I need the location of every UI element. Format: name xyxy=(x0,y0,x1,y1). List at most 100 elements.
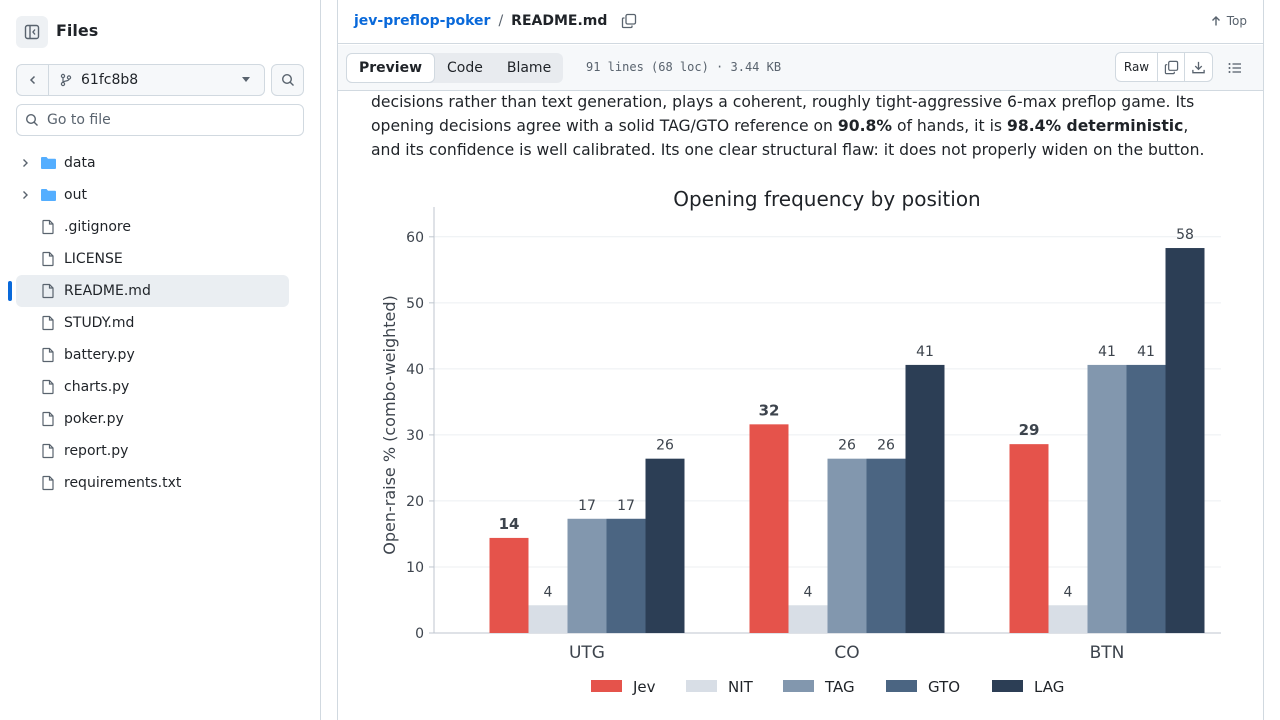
agreement-stat: 90.8% xyxy=(837,117,892,135)
data-label: 26 xyxy=(838,438,856,454)
chevron-left-icon xyxy=(29,75,35,85)
bar-gto-utg xyxy=(606,518,646,633)
data-label: 26 xyxy=(656,438,674,454)
chevron-right-icon[interactable] xyxy=(19,157,31,169)
tree-item-data[interactable]: data xyxy=(0,147,320,179)
file-viewer: jev-preflop-poker / README.md Top Previe… xyxy=(337,0,1264,720)
breadcrumb-repo-link[interactable]: jev-preflop-poker xyxy=(354,13,491,29)
tree-item-readme-md[interactable]: README.md xyxy=(0,275,320,307)
download-button[interactable] xyxy=(1185,53,1212,81)
readme-paragraph: decisions rather than text generation, p… xyxy=(371,92,1241,162)
file-actions: Raw xyxy=(1115,52,1213,82)
file-info: 91 lines (68 loc) · 3.44 KB xyxy=(586,60,782,74)
tree-item-requirements-txt[interactable]: requirements.txt xyxy=(0,467,320,499)
tree-item-label: poker.py xyxy=(64,411,124,427)
tree-item-label: .gitignore xyxy=(64,219,131,235)
breadcrumb-separator: / xyxy=(498,13,504,29)
list-icon xyxy=(1228,63,1241,73)
tree-item-label: LICENSE xyxy=(64,251,123,267)
file-header: jev-preflop-poker / README.md Top xyxy=(338,0,1263,44)
data-label: 26 xyxy=(877,438,895,454)
folder-icon xyxy=(41,157,56,169)
tab-preview[interactable]: Preview xyxy=(346,53,436,83)
data-label: 41 xyxy=(1098,344,1116,360)
file-icon xyxy=(42,219,54,235)
tree-item-label: out xyxy=(64,187,87,203)
git-branch-icon xyxy=(60,73,72,87)
file-tree: data out .gitignore LICENSE README.md STUDY.m… xyxy=(0,147,320,499)
legend-label-nit: NIT xyxy=(728,678,754,696)
legend-label-lag: LAG xyxy=(1034,678,1064,696)
readme-content: decisions rather than text generation, p… xyxy=(338,92,1263,720)
bar-gto-btn xyxy=(1126,364,1166,633)
copy-icon xyxy=(1164,60,1178,74)
tree-item-study-md[interactable]: STUDY.md xyxy=(0,307,320,339)
bar-jev-utg xyxy=(489,537,529,633)
back-button[interactable] xyxy=(17,65,49,95)
chevron-right-icon[interactable] xyxy=(19,189,31,201)
file-icon xyxy=(42,347,54,363)
file-icon xyxy=(42,475,54,491)
file-toolbar: Preview Code Blame 91 lines (68 loc) · 3… xyxy=(338,45,1263,91)
branch-dropdown[interactable]: 61fc8b8 xyxy=(49,65,264,95)
data-label: 41 xyxy=(916,344,934,360)
search-icon xyxy=(281,73,294,86)
branch-selector: 61fc8b8 xyxy=(16,64,265,96)
tree-item-poker-py[interactable]: poker.py xyxy=(0,403,320,435)
bar-nit-utg xyxy=(528,605,568,633)
breadcrumb: jev-preflop-poker / README.md xyxy=(354,13,607,29)
data-label: 58 xyxy=(1176,227,1194,243)
x-tick-label: BTN xyxy=(1090,643,1125,663)
bar-lag-co xyxy=(905,364,945,633)
outline-button[interactable] xyxy=(1227,60,1243,80)
tab-blame[interactable]: Blame xyxy=(506,60,552,76)
top-label: Top xyxy=(1226,14,1247,28)
search-icon xyxy=(25,113,38,126)
download-icon xyxy=(1192,61,1205,73)
file-icon xyxy=(42,251,54,267)
tree-item-license[interactable]: LICENSE xyxy=(0,243,320,275)
bar-lag-utg xyxy=(645,458,685,633)
tree-item-label: charts.py xyxy=(64,379,130,395)
bar-tag-btn xyxy=(1087,364,1127,633)
sidebar-collapse-button[interactable] xyxy=(16,16,48,48)
view-mode-tabs: Preview Code Blame xyxy=(346,53,564,83)
tree-item-label: STUDY.md xyxy=(64,315,135,331)
data-label: 17 xyxy=(617,498,635,514)
active-highlight xyxy=(16,275,289,307)
legend-label-jev: Jev xyxy=(632,678,656,696)
tree-item-out[interactable]: out xyxy=(0,179,320,211)
x-tick-label: UTG xyxy=(569,643,605,663)
y-tick-label: 10 xyxy=(406,560,424,576)
sidebar-collapse-icon xyxy=(24,24,40,40)
folder-icon xyxy=(41,189,56,201)
chart-title: Opening frequency by position xyxy=(673,187,980,211)
raw-button[interactable]: Raw xyxy=(1116,53,1158,81)
file-icon xyxy=(42,379,54,395)
copy-raw-button[interactable] xyxy=(1158,53,1185,81)
data-label: 29 xyxy=(1019,421,1040,439)
file-sidebar: Files 61fc8b8 xyxy=(0,0,321,720)
tree-item-gitignore[interactable]: .gitignore xyxy=(0,211,320,243)
bar-gto-co xyxy=(866,458,906,633)
y-tick-label: 20 xyxy=(406,494,424,510)
tree-item-label: requirements.txt xyxy=(64,475,182,491)
readme-line: decisions rather than text generation, p… xyxy=(371,93,1195,111)
go-to-file-input[interactable] xyxy=(47,112,287,128)
bar-tag-utg xyxy=(567,518,607,633)
data-label: 4 xyxy=(804,584,813,600)
y-tick-label: 30 xyxy=(406,428,424,444)
tree-item-battery-py[interactable]: battery.py xyxy=(0,339,320,371)
tree-item-charts-py[interactable]: charts.py xyxy=(0,371,320,403)
copy-path-button[interactable] xyxy=(621,13,637,33)
bar-jev-co xyxy=(749,424,789,633)
y-tick-label: 0 xyxy=(415,626,424,642)
tab-code[interactable]: Code xyxy=(447,60,483,76)
legend-label-tag: TAG xyxy=(824,678,855,696)
data-label: 14 xyxy=(499,515,520,533)
tree-item-label: report.py xyxy=(64,443,129,459)
tree-item-report-py[interactable]: report.py xyxy=(0,435,320,467)
back-to-top-link[interactable]: Top xyxy=(1210,14,1247,28)
search-button[interactable] xyxy=(271,64,304,96)
data-label: 32 xyxy=(759,401,780,419)
